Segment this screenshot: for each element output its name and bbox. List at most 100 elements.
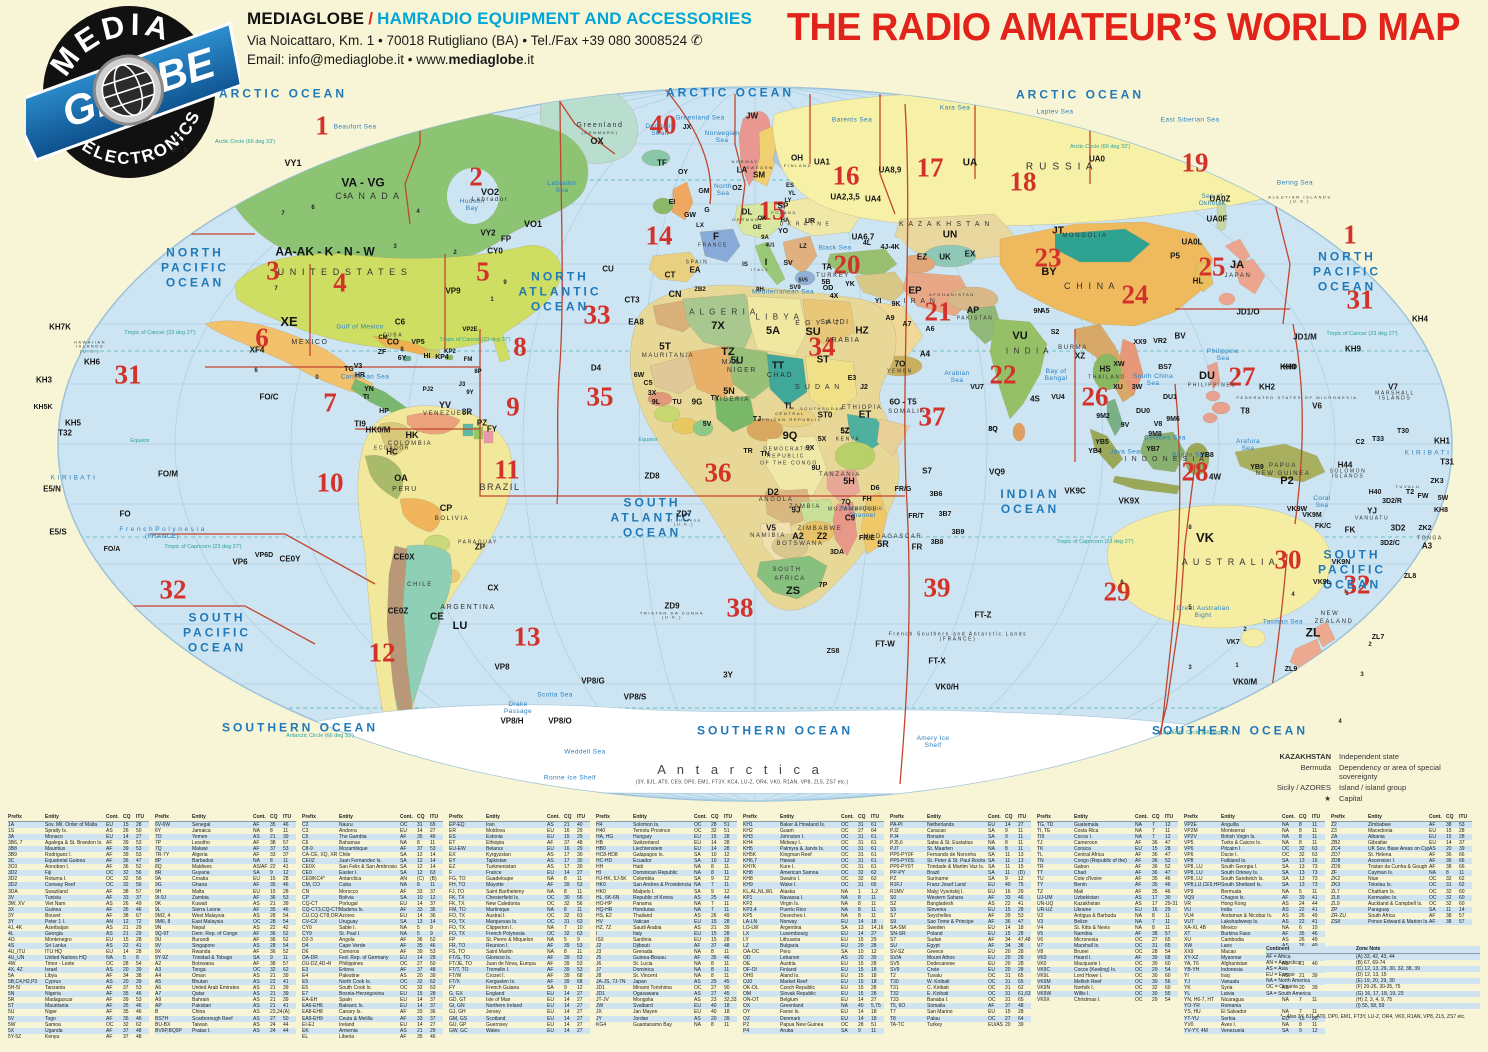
- prefix-row: YA, T6 Afghanistan AS 21 40: [1184, 961, 1318, 968]
- legend-desc: Capital: [1339, 794, 1363, 803]
- prefix-label: FP: [500, 234, 512, 244]
- prefix-row: CN Morocco AF 33 37: [302, 888, 436, 895]
- prefix-row: TA-TC Turkey EU/AS 20 39: [890, 1021, 1024, 1028]
- email-line: Email: info@mediaglobe.it • www.mediaglo…: [247, 52, 535, 67]
- prefix-label: LU: [452, 620, 468, 633]
- prefix-row: ZL8 Kermadec Is. OC 32 60: [1331, 894, 1472, 901]
- prefix-row: KH9 Wake I. OC 31 65: [743, 882, 884, 889]
- sea-label: K I R I B A T I: [50, 474, 96, 482]
- prefix-row: VK9C Cocos (Keeling) Is. OC 29 54: [1037, 967, 1178, 974]
- prefix-label: LX: [696, 222, 704, 229]
- prefix-row: TU Cote d'Ivoire AF 35 46: [1037, 876, 1171, 883]
- prefix-row: 4X, 4Z Israel AS 20 39: [8, 967, 149, 974]
- prefix-row: KH2 Guam OC 27 64: [743, 828, 877, 835]
- prefix-label: VP8/H: [500, 716, 524, 726]
- column-header: Prefix: [8, 814, 22, 820]
- prefix-label: KH0: [1279, 362, 1297, 372]
- prefix-label: T2: [1405, 489, 1415, 497]
- brand-tagline: HAMRADIO EQUIPMENT AND ACCESSORIES: [377, 9, 753, 28]
- prefix-label: P5: [1170, 251, 1180, 261]
- prefix-label: JX: [682, 124, 692, 132]
- country-name-label: BURMA: [1058, 344, 1088, 351]
- prefix-label: HI: [423, 353, 431, 361]
- country-name-label: REPUBLIC: [767, 453, 805, 460]
- prefix-label: A6: [925, 326, 935, 334]
- prefix-row: 3Y Peter 1 I. AN 12 72: [8, 918, 149, 925]
- prefix-label: KH4: [1411, 314, 1429, 324]
- sea-label: F r e n c h P o l y n e s i a (FRANCE): [119, 525, 205, 540]
- column-header: ITU: [1018, 814, 1027, 820]
- prefix-label: XF4: [249, 345, 265, 355]
- call-area-digit: 2: [1368, 641, 1372, 648]
- cq-zone-number: 20: [833, 249, 861, 280]
- call-area-digit: 6: [254, 367, 258, 374]
- prefix-label: FT-W: [875, 639, 895, 649]
- prefix-row: JT-JV Mongolia AS 23 32,33: [596, 997, 737, 1004]
- country-name-label: SOUTH: [772, 566, 802, 573]
- prefix-label: FK: [1344, 525, 1356, 535]
- prefix-label: 4L: [862, 240, 872, 248]
- country-name-label: JAPAN: [1224, 272, 1252, 279]
- prefix-label: 5V: [702, 421, 712, 429]
- prefix-row: UJ-UM Uzbekistan AS 17 30: [1037, 894, 1178, 901]
- prefix-label: CT3: [624, 295, 640, 305]
- ocean-label: NORTH PACIFIC OCEAN: [1312, 249, 1382, 294]
- column-header: Entity: [486, 814, 500, 820]
- cq-zone-number: 40: [649, 109, 677, 140]
- cq-zone-number: 16: [832, 160, 860, 191]
- prefix-label: 3D2/C: [1380, 540, 1400, 548]
- prefix-row: A7 Qatar AS 21 39: [155, 991, 296, 998]
- prefix-row: TI9 Cocos I. NA 7 12: [1037, 834, 1178, 841]
- prefix-label: 9K: [891, 301, 901, 309]
- prefix-row: 4U_ITU ITU HQ EU 14 28: [8, 948, 142, 955]
- prefix-row: ZK2 Niue OC 32 62: [1331, 876, 1465, 883]
- continents: [113, 87, 1336, 795]
- prefix-row: JD1 Minami Torishima OC 27 90: [596, 985, 730, 992]
- prefix-row: SV-SZ Greece EU 20 28: [890, 948, 1024, 955]
- prefix-row: XU Cambodia AS 26 49: [1184, 936, 1318, 943]
- prefix-row: ZL7 Chatham Is. OC 32 60: [1331, 888, 1465, 895]
- column-header: Prefix: [302, 814, 316, 820]
- country-name-label: FRANCE: [697, 242, 729, 249]
- prefix-row: 9X Rwanda AF 36 52: [155, 948, 289, 955]
- prefix-row: 3W, XV Viet Nam AS 26 49: [8, 900, 142, 907]
- prefix-row: GI, GN Northern Ireland EU 14 27: [449, 1003, 590, 1010]
- prefix-row: ZA Albania EU 15 28: [1331, 834, 1472, 841]
- prefix-label: ST0: [817, 410, 833, 420]
- prefix-row: ZD7 St. Helena AF 36 66: [1331, 852, 1465, 859]
- prefix-label: UA: [962, 157, 978, 169]
- prefix-row: D4 Cape Verde AF 35 46: [302, 942, 443, 949]
- prefix-row: KH6,7 Hawaii OC 31 61: [743, 858, 884, 865]
- prefix-row: 9A Croatia EU 15 28: [155, 876, 289, 883]
- prefix-label: VR2: [1153, 338, 1167, 346]
- prefix-label: UA2,3,5: [830, 192, 860, 202]
- prefix-row: EL Liberia AF 35 46: [302, 1033, 436, 1040]
- country-name-label: E G Y P T: [795, 320, 841, 328]
- prefix-label: TF: [657, 158, 667, 168]
- prefix-label: 3B9: [951, 529, 965, 537]
- prefix-label: H40: [1368, 489, 1382, 497]
- prefix-label: CP: [439, 503, 453, 514]
- prefix-row: 4S Sri Lanka AS 22 41: [8, 942, 149, 949]
- prefix-label: ZL8: [1403, 573, 1417, 581]
- antarctica-note: (3Y, 8J1, AT0, CE9, DP0, EM1, FT3Y, KC4,…: [635, 779, 849, 786]
- prefix-row: FO, TX French Polynesia OC 32 63: [449, 930, 590, 937]
- sea-label: Java Sea: [1109, 448, 1141, 456]
- mediaglobe-logo: MEDIA ELECTRONICS GL BE: [26, 0, 240, 184]
- prefix-row: 5X Uganda AF 37 48: [8, 1027, 149, 1034]
- column-header: Prefix: [1184, 814, 1198, 820]
- prefix-label: JD1/O: [1236, 307, 1260, 317]
- cq-zone-number: 37: [918, 401, 946, 432]
- prefix-label: 5H: [843, 476, 855, 487]
- call-area-digit: 7: [274, 285, 278, 292]
- prefix-row: EP-EQ Iran AS 21 40: [449, 822, 590, 829]
- cq-zone-number: 31: [1346, 284, 1374, 315]
- prefix-label: E5/N: [43, 484, 61, 494]
- prefix-row: PZ Suriname SA 9 12: [890, 876, 1024, 883]
- prefix-row: PJ4 Bonaire SA 9 11: [890, 834, 1031, 841]
- column-header: Entity: [339, 814, 353, 820]
- prefix-label: JT: [1052, 225, 1064, 237]
- call-area-digit: 3: [1360, 671, 1364, 678]
- prefix-label: XE: [280, 313, 298, 329]
- prefix-row: R1MV Malyj Vysotskij I. EU 16 29: [890, 888, 1024, 895]
